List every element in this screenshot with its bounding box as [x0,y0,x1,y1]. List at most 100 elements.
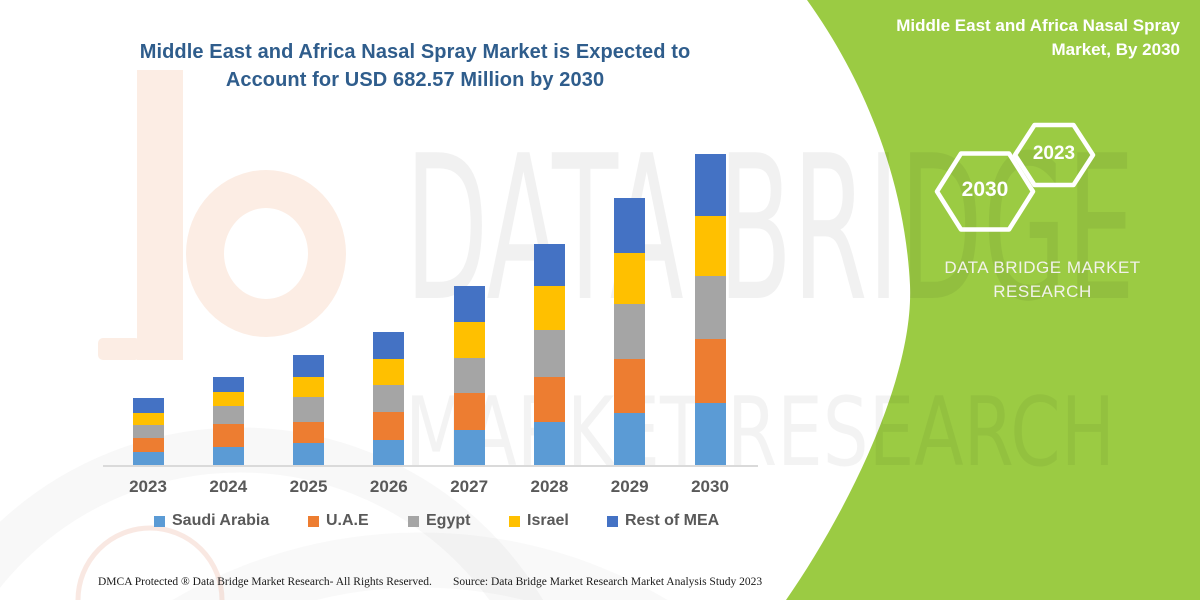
bar-segment-egypt-2024 [212,405,244,424]
bar-segment-rest-of-mea-2024 [212,376,244,393]
footer-dmca-text: DMCA Protected ® Data Bridge Market Rese… [98,576,432,588]
x-axis-label-2029: 2029 [610,477,649,496]
legend-item-egypt: Egypt [408,512,470,530]
legend-item-israel: Israel [509,512,569,530]
bar-segment-rest-of-mea-2029 [614,198,646,253]
chart-title-line1: Middle East and Africa Nasal Spray Marke… [139,41,691,63]
bar-segment-rest-of-mea-2028 [533,243,565,286]
bar-segment-saudi-arabia-2027 [453,429,485,466]
bar-segment-saudi-arabia-2030 [694,402,726,466]
bar-segment-egypt-2029 [614,304,646,360]
legend-item-rest-of-mea: Rest of MEA [607,512,719,530]
stacked-bar-2024 [212,376,244,466]
watermark-swoosh-icon [172,532,668,600]
legend-label: U.A.E [326,512,369,529]
bar-segment-saudi-arabia-2026 [373,439,405,466]
stacked-bar-2026 [373,332,405,466]
green-panel-path [786,0,1200,600]
legend-label: Rest of MEA [625,512,720,529]
legend-swatch-icon [408,515,419,527]
bar-segment-israel-2024 [212,392,244,406]
x-axis-label-2025: 2025 [289,477,328,496]
x-axis-label-2024: 2024 [209,477,248,496]
bar-segment-egypt-2030 [694,275,726,340]
bar-segment-israel-2025 [293,377,325,397]
x-axis-line [103,465,758,467]
legend-label: Egypt [426,512,471,529]
bar-segment-israel-2023 [132,412,164,425]
legend-item-u-a-e: U.A.E [308,512,369,530]
hexagon-2030-icon [934,151,1036,232]
hexagon-graphics [934,122,1096,232]
bar-segment-u-a-e-2027 [453,393,485,430]
bar-segment-egypt-2026 [373,385,405,412]
stacked-bar-2030 [694,154,726,466]
panel-title-line1: Middle East and Africa Nasal Spray [896,16,1180,35]
brand-text-line2: RESEARCH [993,282,1092,301]
bar-segment-saudi-arabia-2028 [533,421,565,466]
watermark-text-line1: DATA BRIDGE [405,113,1135,346]
bar-segment-rest-of-mea-2023 [132,397,164,413]
bar-segment-u-a-e-2030 [694,339,726,403]
hexagon-2023-icon [1012,122,1096,188]
hexagon-label-2023: 2023 [1032,143,1076,164]
hexagon-label-2030: 2030 [961,178,1009,201]
watermark-peach-ring-icon [75,525,225,600]
chart-title: Middle East and Africa Nasal Spray Marke… [90,38,740,94]
bar-segment-u-a-e-2025 [293,421,325,444]
bar-segment-egypt-2028 [533,330,565,377]
brand-text: DATA BRIDGE MARKET RESEARCH [900,256,1185,304]
legend-swatch-icon [308,515,319,527]
x-axis-label-2026: 2026 [369,477,408,496]
bar-segment-rest-of-mea-2026 [373,332,405,359]
x-axis-label-2028: 2028 [530,477,569,496]
logo-b-stem-watermark [137,70,183,360]
legend-item-saudi-arabia: Saudi Arabia [154,512,269,530]
bar-segment-u-a-e-2023 [132,437,164,453]
bar-segment-rest-of-mea-2025 [293,354,325,378]
bar-segment-rest-of-mea-2030 [694,154,726,216]
bar-segment-israel-2026 [373,358,405,386]
bar-segment-u-a-e-2024 [212,423,244,447]
stacked-bar-2023 [132,397,164,466]
legend-label: Israel [527,512,569,529]
bar-segment-israel-2030 [694,215,726,276]
footer-source-text: Source: Data Bridge Market Research Mark… [453,576,763,588]
bar-segment-u-a-e-2026 [373,411,405,440]
x-axis-label-2027: 2027 [450,477,489,496]
panel-title-line2: Market, By 2030 [1051,40,1180,59]
x-axis-label-2030: 2030 [691,477,729,496]
bar-segment-u-a-e-2028 [533,376,565,422]
chart-title-line2: Account for USD 682.57 Million by 2030 [225,69,605,91]
bar-segment-rest-of-mea-2027 [453,286,485,322]
bar-segment-israel-2028 [533,285,565,331]
bar-segment-egypt-2023 [132,424,164,438]
bar-segment-egypt-2027 [453,358,485,394]
watermark-text-line2: MARKET RESEARCH [405,378,1115,488]
bar-segment-israel-2029 [614,252,646,305]
legend-swatch-icon [509,515,520,527]
stacked-bar-2028 [533,243,565,466]
legend-label: Saudi Arabia [172,512,270,529]
stacked-bar-2025 [293,354,325,466]
bar-segment-egypt-2025 [293,396,325,422]
bar-segment-saudi-arabia-2029 [614,412,646,466]
bar-segment-israel-2027 [453,321,485,359]
brand-text-line1: DATA BRIDGE MARKET [944,258,1141,277]
bar-segment-saudi-arabia-2024 [212,446,244,466]
legend-swatch-icon [607,515,618,527]
bar-segment-u-a-e-2029 [614,359,646,413]
legend-swatch-icon [154,515,165,527]
x-axis-label-2023: 2023 [129,477,167,496]
logo-b-foot-watermark [98,338,140,360]
bar-segment-saudi-arabia-2023 [132,452,164,466]
panel-title: Middle East and Africa Nasal Spray Marke… [850,14,1180,62]
stacked-bar-2027 [453,286,485,466]
bar-segment-saudi-arabia-2025 [293,443,325,466]
stacked-bar-2029 [614,198,646,466]
